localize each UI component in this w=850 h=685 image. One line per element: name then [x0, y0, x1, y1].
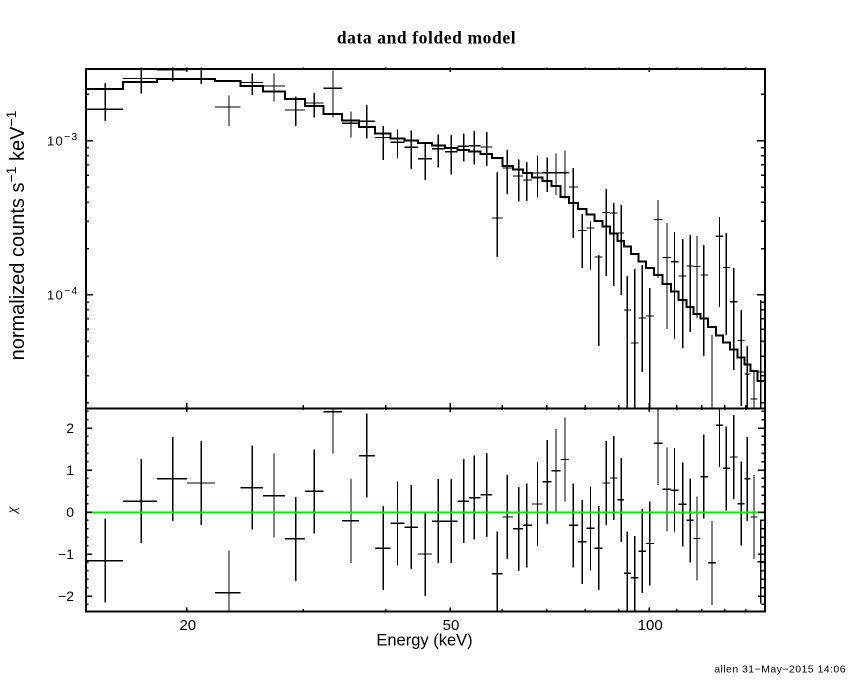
svg-text:−2: −2: [58, 588, 74, 604]
svg-text:20: 20: [179, 617, 196, 634]
svg-text:100: 100: [638, 617, 663, 634]
svg-text:allen 31−May−2015 14:06: allen 31−May−2015 14:06: [714, 664, 846, 676]
svg-text:1: 1: [66, 462, 74, 478]
svg-text:χ: χ: [5, 506, 20, 515]
svg-text:50: 50: [443, 617, 460, 634]
svg-text:−1: −1: [58, 546, 74, 562]
svg-text:normalized counts s−1 keV−1: normalized counts s−1 keV−1: [3, 110, 29, 360]
svg-text:Energy (keV): Energy (keV): [376, 631, 472, 649]
svg-text:data and folded model: data and folded model: [337, 28, 516, 48]
svg-text:2: 2: [66, 420, 74, 436]
svg-text:0: 0: [66, 504, 74, 520]
